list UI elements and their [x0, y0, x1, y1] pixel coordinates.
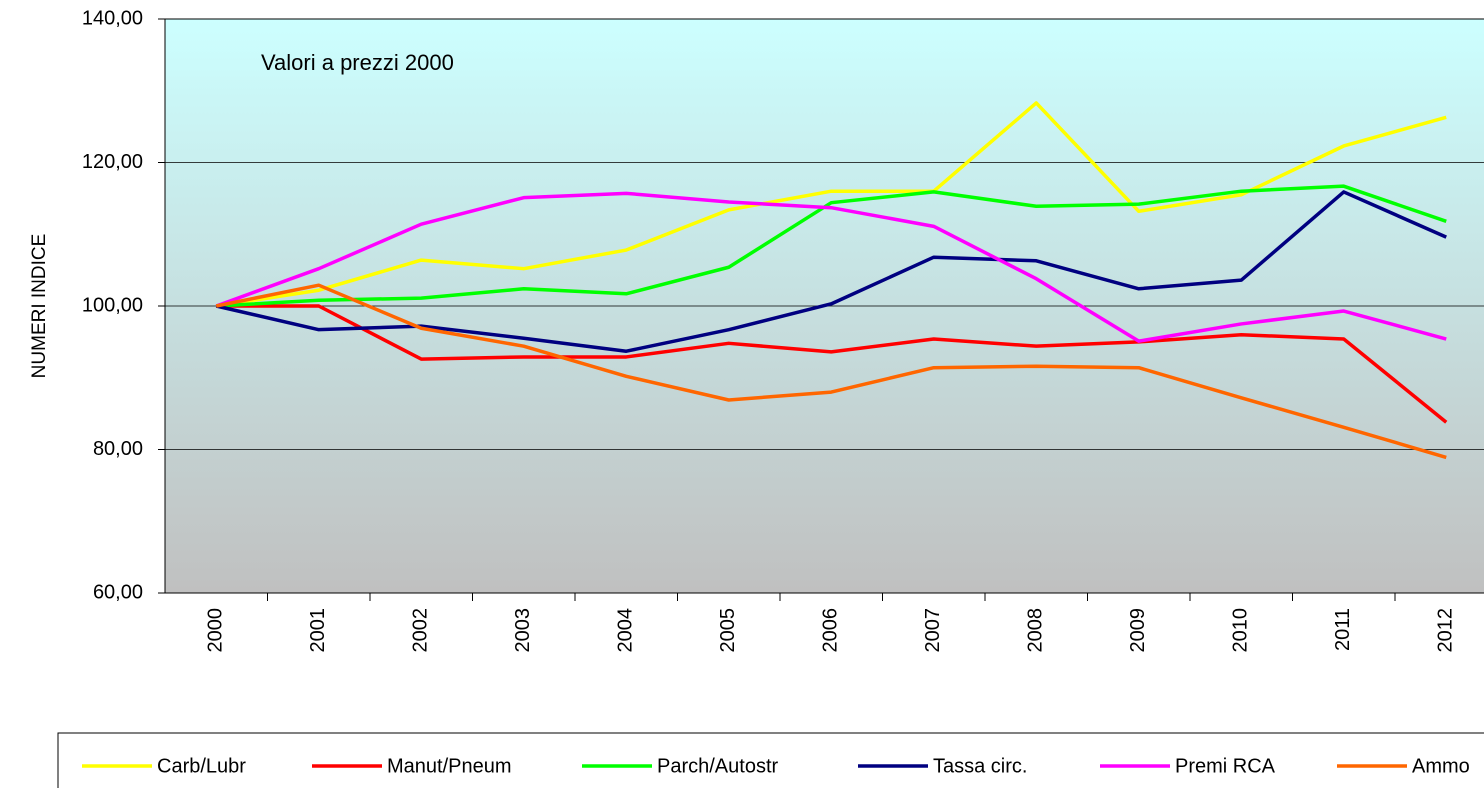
- legend-label: Premi RCA: [1175, 755, 1276, 777]
- legend-label: Parch/Autostr: [657, 755, 779, 777]
- y-axis-title: NUMERI INDICE: [29, 234, 50, 379]
- legend-label: Carb/Lubr: [157, 755, 246, 777]
- y-tick-label: 60,00: [93, 581, 143, 603]
- y-tick-label: 100,00: [82, 294, 143, 316]
- x-tick-label: 2002: [410, 608, 432, 653]
- y-tick-label: 80,00: [93, 438, 143, 460]
- series-line: [216, 304, 1448, 424]
- x-tick-label: 2004: [615, 608, 637, 653]
- legend-label: Tassa circ.: [933, 755, 1027, 777]
- x-tick-label: 2010: [1230, 608, 1252, 653]
- series-line: [215, 283, 1447, 460]
- series-line: [215, 190, 1447, 353]
- series-line: [216, 184, 1447, 308]
- x-tick-label: 2012: [1435, 608, 1457, 653]
- series-line: [215, 101, 1447, 308]
- y-tick-label: 140,00: [82, 7, 143, 29]
- x-tick-label: 2009: [1127, 608, 1149, 653]
- legend-label: Manut/Pneum: [387, 755, 512, 777]
- x-tick-label: 2008: [1025, 608, 1047, 653]
- x-tick-label: 2006: [820, 608, 842, 653]
- x-tick-label: 2005: [717, 608, 739, 653]
- x-tick-label: 2007: [922, 608, 944, 653]
- series-line: [215, 191, 1447, 343]
- legend-label: Ammo: [1412, 755, 1470, 777]
- y-tick-label: 120,00: [82, 151, 143, 173]
- x-tick-label: 2001: [307, 608, 329, 653]
- legend: [57, 732, 1484, 788]
- x-tick-label: 2011: [1332, 608, 1354, 651]
- x-tick-label: 2000: [205, 608, 227, 653]
- annotation: Valori a prezzi 2000: [261, 50, 454, 75]
- x-tick-label: 2003: [512, 608, 534, 653]
